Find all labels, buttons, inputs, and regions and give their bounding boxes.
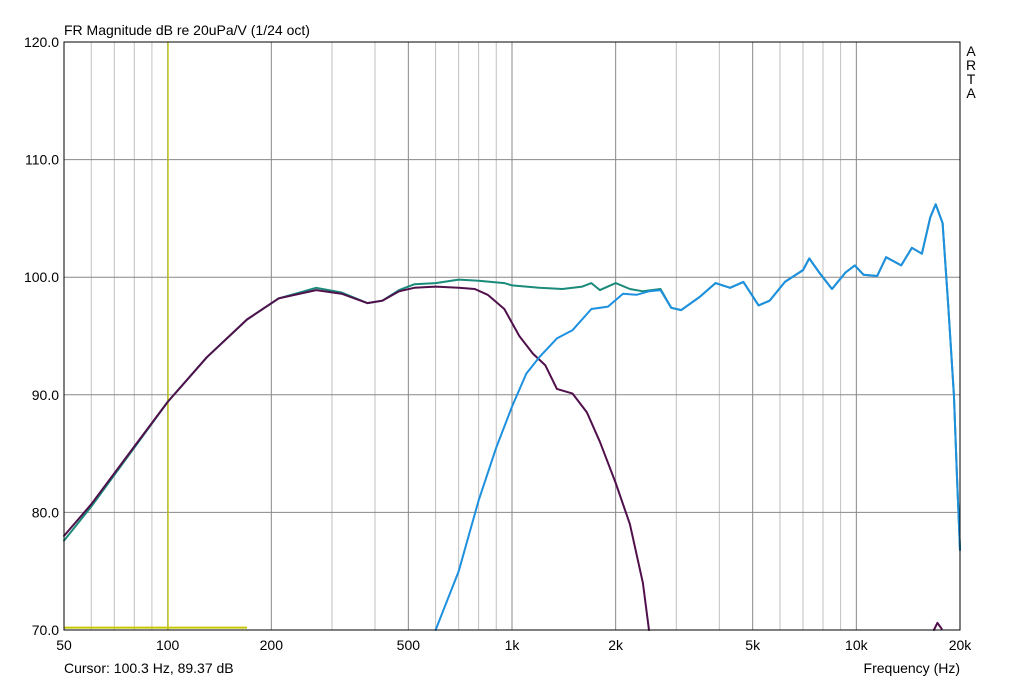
x-tick-label: 20k bbox=[949, 637, 973, 653]
y-tick-label: 110.0 bbox=[25, 152, 59, 168]
cursor-readout: Cursor: 100.3 Hz, 89.37 dB bbox=[64, 660, 234, 676]
x-tick-label: 2k bbox=[608, 637, 624, 653]
y-tick-label: 100.0 bbox=[24, 269, 59, 285]
x-tick-label: 10k bbox=[845, 637, 869, 653]
y-tick-labels: 70.0 80.0 90.0 100.0 110.0 120.0 bbox=[24, 34, 59, 638]
arta-brand-label: ARTA bbox=[966, 43, 977, 101]
x-tick-label: 50 bbox=[56, 637, 72, 653]
series-layer bbox=[63, 203, 961, 631]
series-line-2 bbox=[63, 285, 650, 631]
y-tick-label: 120.0 bbox=[24, 34, 59, 50]
x-tick-label: 500 bbox=[397, 637, 421, 653]
y-tick-label: 90.0 bbox=[32, 387, 59, 403]
y-tick-label: 80.0 bbox=[32, 504, 59, 520]
y-tick-label: 70.0 bbox=[32, 622, 59, 638]
x-tick-label: 1k bbox=[505, 637, 521, 653]
x-tick-label: 100 bbox=[156, 637, 180, 653]
chart-title: FR Magnitude dB re 20uPa/V (1/24 oct) bbox=[64, 22, 310, 38]
x-axis-label: Frequency (Hz) bbox=[863, 660, 960, 676]
plot-frame bbox=[63, 41, 961, 631]
x-tick-label: 5k bbox=[745, 637, 761, 653]
grid-lines bbox=[64, 42, 960, 630]
x-tick-label: 200 bbox=[260, 637, 284, 653]
series-line-4 bbox=[932, 621, 943, 631]
series-line-3 bbox=[434, 203, 961, 631]
cursor-layer bbox=[64, 42, 248, 630]
x-tick-labels: 50 100 200 500 1k 2k 5k 10k 20k bbox=[56, 637, 972, 653]
